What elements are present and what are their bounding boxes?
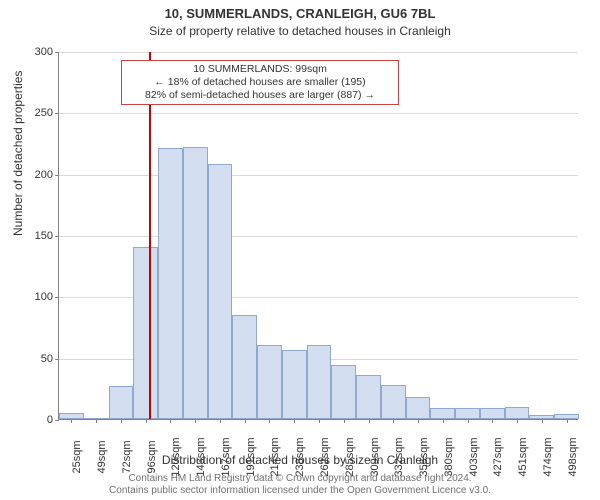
gridline [59,236,578,237]
x-axis-label: Distribution of detached houses by size … [0,453,600,467]
y-tick-label: 150 [19,230,53,242]
x-tick-mark [319,419,320,423]
x-tick-mark [294,419,295,423]
footer-line-2: Contains public sector information licen… [0,485,600,497]
annotation-line: 10 SUMMERLANDS: 99sqm [126,63,394,76]
histogram-bar [505,407,530,419]
x-tick-mark [96,419,97,423]
y-tick-label: 50 [19,353,53,365]
histogram-bar [232,315,257,419]
plot-wrap: 05010015020025030025sqm49sqm72sqm96sqm12… [58,52,578,420]
property-size-chart: 10, SUMMERLANDS, CRANLEIGH, GU6 7BL Size… [0,0,600,500]
footer-line-1: Contains HM Land Registry data © Crown c… [0,473,600,485]
x-tick-mark [418,419,419,423]
page-subtitle: Size of property relative to detached ho… [0,24,600,38]
histogram-bar [430,408,455,419]
histogram-bar [257,345,282,419]
x-tick-mark [369,419,370,423]
histogram-bar [109,386,134,419]
page-title: 10, SUMMERLANDS, CRANLEIGH, GU6 7BL [0,0,600,22]
gridline [59,52,578,53]
y-tick-label: 0 [19,414,53,426]
x-tick-mark [195,419,196,423]
property-size-marker [149,52,151,419]
x-tick-mark [443,419,444,423]
annotation-line: ← 18% of detached houses are smaller (19… [126,76,394,89]
x-tick-mark [393,419,394,423]
x-tick-mark [245,419,246,423]
histogram-bar [282,350,307,419]
x-tick-mark [220,419,221,423]
plot-area: 05010015020025030025sqm49sqm72sqm96sqm12… [58,52,578,420]
y-axis-label: Number of detached properties [11,71,25,236]
x-tick-mark [567,419,568,423]
histogram-bar [133,247,158,419]
histogram-bar [331,365,356,419]
histogram-bar [356,375,381,419]
histogram-bar [381,385,406,419]
y-tick-label: 300 [19,46,53,58]
y-tick-label: 200 [19,169,53,181]
x-tick-mark [71,419,72,423]
x-tick-mark [121,419,122,423]
y-tick-label: 100 [19,291,53,303]
x-tick-mark [170,419,171,423]
attribution-footer: Contains HM Land Registry data © Crown c… [0,473,600,497]
histogram-bar [480,408,505,419]
histogram-bar [158,148,183,419]
histogram-bar [455,408,480,419]
x-tick-mark [344,419,345,423]
x-tick-mark [542,419,543,423]
x-tick-mark [468,419,469,423]
y-tick-label: 250 [19,107,53,119]
x-tick-mark [269,419,270,423]
histogram-bar [183,147,208,419]
annotation-line: 82% of semi-detached houses are larger (… [126,89,394,102]
gridline [59,175,578,176]
x-tick-mark [517,419,518,423]
histogram-bar [406,397,431,419]
x-tick-mark [492,419,493,423]
histogram-bar [307,345,332,419]
x-tick-mark [146,419,147,423]
histogram-bar [208,164,233,419]
annotation-box: 10 SUMMERLANDS: 99sqm← 18% of detached h… [121,60,399,105]
gridline [59,113,578,114]
